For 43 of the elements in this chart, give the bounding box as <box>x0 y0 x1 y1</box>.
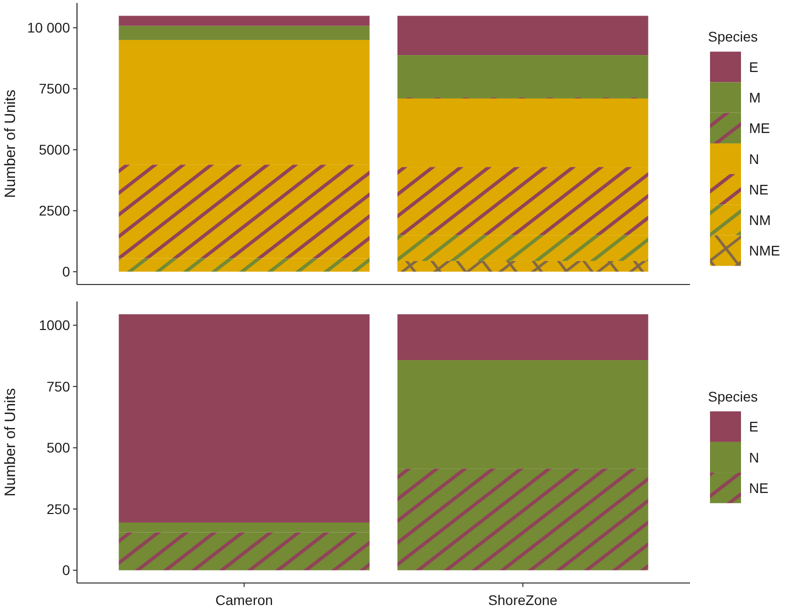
bar <box>397 98 648 168</box>
bar <box>397 360 648 469</box>
y-tick-label: 0 <box>62 562 70 578</box>
y-axis-title: Number of Units <box>2 90 19 198</box>
legend-label: E <box>749 58 758 75</box>
bar <box>397 235 648 261</box>
legend-label: ME <box>749 120 770 136</box>
y-tick-label: 7500 <box>38 80 70 97</box>
bar <box>118 16 370 26</box>
legend-label: NME <box>749 242 780 259</box>
legend-label: M <box>749 90 761 106</box>
y-tick-label: 0 <box>62 264 70 280</box>
x-tick-label: Cameron <box>215 592 273 608</box>
y-tick-label: 1000 <box>38 317 70 334</box>
legend-label: NE <box>749 181 768 198</box>
y-tick-label: 2500 <box>38 202 70 219</box>
legend-label: E <box>749 418 758 435</box>
y-tick-label: 500 <box>46 440 70 456</box>
bar <box>118 532 370 570</box>
bar <box>397 314 648 360</box>
bar <box>118 314 370 522</box>
bar <box>397 55 648 98</box>
bar <box>118 522 370 532</box>
y-tick-label: 10 000 <box>27 20 70 36</box>
bar <box>397 167 648 236</box>
bar <box>397 468 648 570</box>
legend-label: NM <box>749 212 771 228</box>
bar <box>118 164 370 258</box>
legend-label: N <box>749 150 760 167</box>
legend-label: NE <box>749 480 768 496</box>
bar <box>397 260 648 272</box>
legend-title: Species <box>708 388 758 404</box>
legend-title: Species <box>708 28 758 45</box>
bar <box>397 16 648 56</box>
bar <box>118 258 370 272</box>
y-tick-label: 5000 <box>38 142 70 158</box>
x-tick-label: ShoreZone <box>488 592 558 608</box>
bar <box>118 40 370 165</box>
y-axis-title: Number of Units <box>2 388 19 496</box>
legend-label: N <box>749 449 760 466</box>
y-tick-label: 750 <box>46 378 70 394</box>
y-tick-label: 250 <box>46 500 70 517</box>
bar <box>118 26 370 40</box>
